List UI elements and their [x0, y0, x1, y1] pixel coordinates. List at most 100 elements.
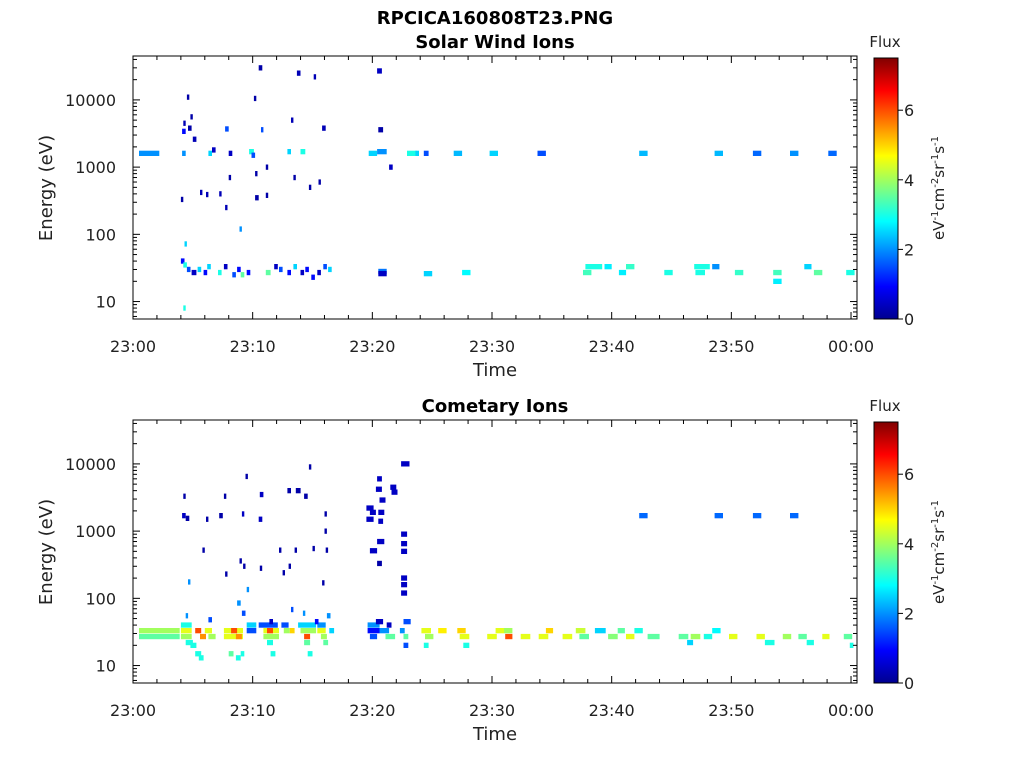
flux-cell: [182, 513, 186, 519]
flux-cell: [182, 150, 186, 156]
flux-cell: [269, 619, 273, 625]
flux-cell: [369, 509, 376, 515]
flux-cell: [401, 531, 408, 537]
flux-cell: [377, 476, 382, 482]
flux-cell: [378, 127, 384, 133]
flux-cell: [421, 628, 431, 634]
flux-cell: [207, 264, 211, 270]
flux-cell: [846, 269, 855, 276]
x-tick-label: 23:10: [230, 337, 276, 356]
flux-cell: [457, 628, 466, 634]
flux-cell: [378, 518, 384, 524]
flux-cell: [608, 633, 618, 640]
y-tick-label: 10000: [65, 91, 116, 110]
flux-cell: [647, 633, 660, 640]
flux-cell: [369, 633, 378, 640]
flux-cell: [291, 117, 294, 123]
flux-cell: [634, 628, 643, 634]
flux-cell: [379, 628, 390, 634]
flux-cell: [583, 269, 592, 276]
flux-cell: [188, 125, 192, 131]
flux-cell: [604, 264, 612, 270]
flux-cell: [375, 619, 384, 625]
flux-cell: [312, 545, 315, 552]
flux-cell: [639, 513, 648, 519]
flux-cell: [695, 269, 705, 276]
colorbar-title: Flux: [869, 33, 900, 51]
y-axis-ticks: 10 100 1000 10000: [65, 58, 857, 317]
flux-cell: [690, 633, 701, 640]
flux-cell: [678, 633, 689, 640]
flux-cell: [253, 95, 257, 102]
flux-cell: [773, 278, 782, 284]
flux-cell: [462, 269, 471, 276]
flux-cell: [329, 628, 335, 634]
flux-cell: [401, 590, 408, 596]
flux-cell: [206, 516, 209, 522]
flux-cell: [239, 226, 242, 232]
flux-cell: [323, 264, 327, 270]
colorbar-unit-label: eV-1cm-2sr-1s-1: [930, 136, 948, 240]
flux-cell: [287, 269, 291, 276]
flux-cell: [180, 633, 192, 640]
flux-cell: [378, 271, 387, 277]
flux-cell: [425, 633, 434, 640]
flux-cell: [190, 114, 193, 120]
flux-cell: [219, 513, 223, 519]
flux-cell: [300, 269, 305, 276]
flux-cell: [212, 147, 216, 153]
flux-cell: [139, 628, 180, 634]
y-tick-label: 10000: [65, 455, 116, 474]
flux-cell: [287, 149, 291, 155]
flux-cell: [401, 461, 410, 467]
flux-cell: [729, 633, 738, 640]
flux-cell: [259, 565, 263, 571]
flux-cell: [366, 505, 374, 511]
flux-cell: [183, 493, 186, 499]
flux-cell: [228, 651, 234, 657]
flux-cell: [246, 586, 250, 593]
flux-cell: [495, 628, 504, 634]
flux-cell: [714, 513, 723, 519]
flux-cell: [323, 639, 329, 646]
flux-cell: [267, 628, 273, 634]
flux-cell: [326, 613, 331, 619]
flux-cell: [403, 633, 409, 640]
flux-cell: [545, 628, 554, 634]
flux-cell: [283, 628, 290, 634]
flux-cell: [307, 651, 313, 657]
flux-cell: [317, 628, 326, 634]
flux-cell: [423, 150, 429, 156]
flux-cell: [386, 622, 392, 628]
flux-cell: [184, 241, 187, 247]
flux-cell: [308, 464, 312, 470]
flux-cell: [322, 580, 325, 586]
flux-cell: [664, 269, 673, 276]
flux-cell: [200, 633, 206, 640]
flux-cell: [322, 125, 326, 131]
flux-cell: [183, 305, 186, 311]
flux-cell: [790, 513, 799, 519]
flux-cell: [223, 264, 228, 270]
flux-cell: [288, 563, 291, 569]
flux-cell: [279, 266, 283, 273]
flux-cell: [246, 269, 251, 276]
flux-cell: [225, 126, 229, 132]
y-tick-label: 10: [96, 293, 116, 312]
flux-cell: [298, 622, 317, 628]
flux-cell: [308, 184, 312, 190]
flux-cell: [246, 628, 257, 634]
figure-title: RPCICA160808T23.PNG: [377, 8, 613, 29]
flux-cell: [219, 191, 222, 197]
flux-cell: [562, 633, 573, 640]
colorbar-gradient: [873, 57, 899, 320]
flux-cell: [389, 164, 393, 170]
x-tick-label: 00:00: [828, 337, 874, 356]
flux-cell: [463, 642, 470, 648]
flux-cell: [626, 264, 635, 270]
flux-cell: [594, 628, 606, 634]
flux-cell: [228, 150, 233, 156]
flux-cell: [843, 633, 853, 640]
flux-cell: [279, 547, 282, 553]
x-tick-label: 23:50: [708, 337, 754, 356]
